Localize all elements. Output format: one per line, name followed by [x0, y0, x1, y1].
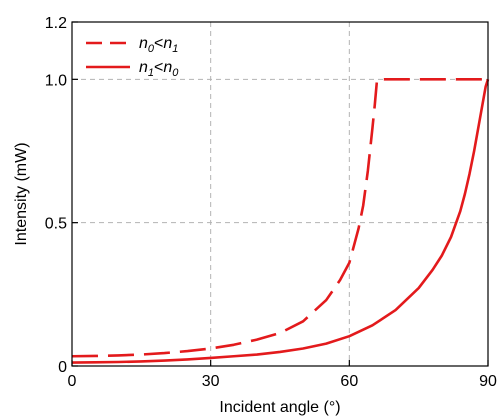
x-tick-label: 60 — [340, 373, 358, 390]
legend-entry: n1<n0 — [139, 59, 179, 79]
y-tick-label: 1.0 — [45, 72, 67, 89]
series-group — [71, 78, 490, 364]
x-axis-label: Incident angle (°) — [219, 399, 340, 416]
series-line-n1-lt-n0 — [71, 78, 490, 364]
y-tick-label: 0.5 — [45, 216, 67, 233]
y-tick-label: 1.2 — [45, 15, 67, 32]
x-tick-label: 30 — [202, 373, 220, 390]
series-line-n0-lt-n1 — [71, 78, 488, 358]
plot-frame — [71, 21, 489, 367]
y-axis-label: Intensity (mW) — [13, 142, 30, 245]
x-tick-label: 0 — [68, 373, 77, 390]
grid-lines — [72, 22, 488, 366]
legend: n0<n1 n1<n0 — [86, 35, 179, 79]
y-tick-label: 0 — [58, 359, 67, 376]
axis-ticks — [71, 21, 489, 367]
x-tick-label: 90 — [479, 373, 497, 390]
legend-entry: n0<n1 — [139, 35, 178, 55]
tick-labels: 0 30 60 90 0 0.5 1.0 1.2 — [45, 15, 497, 390]
